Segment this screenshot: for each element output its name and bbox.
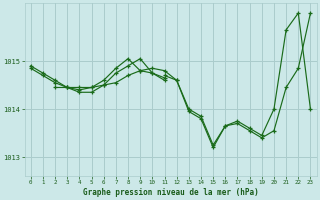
X-axis label: Graphe pression niveau de la mer (hPa): Graphe pression niveau de la mer (hPa) bbox=[83, 188, 259, 197]
